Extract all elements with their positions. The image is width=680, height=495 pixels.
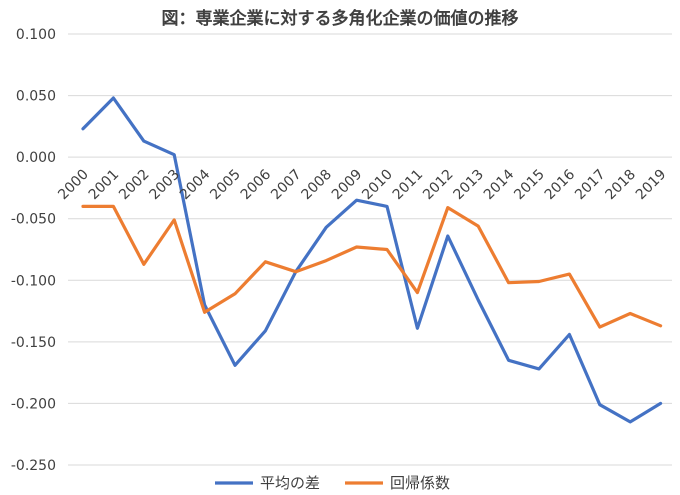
- y-tick-label: -0.100: [11, 273, 56, 289]
- chart-title: 図：専業企業に対する多角化企業の価値の推移: [162, 8, 519, 29]
- series-line-2: [81, 204, 663, 329]
- y-tick-label: 0.050: [16, 89, 56, 105]
- y-axis-tick-labels: 0.100 0.050 0.000 -0.050 -0.100 -0.150 -0.200 -…: [11, 27, 56, 474]
- y-tick-label: -0.150: [11, 335, 56, 351]
- legend-label-1: 平均の差: [260, 474, 320, 492]
- legend: 平均の差 回帰係数: [215, 474, 450, 492]
- series-lines: [81, 96, 663, 424]
- y-tick-label: 0.000: [16, 150, 56, 166]
- series-line-1: [81, 96, 663, 424]
- y-tick-label: -0.200: [11, 396, 56, 412]
- y-tick-label: -0.050: [11, 212, 56, 228]
- gridlines: [68, 33, 672, 466]
- legend-label-2: 回帰係数: [390, 474, 450, 492]
- y-tick-label: 0.100: [16, 27, 56, 43]
- y-tick-label: -0.250: [11, 458, 56, 474]
